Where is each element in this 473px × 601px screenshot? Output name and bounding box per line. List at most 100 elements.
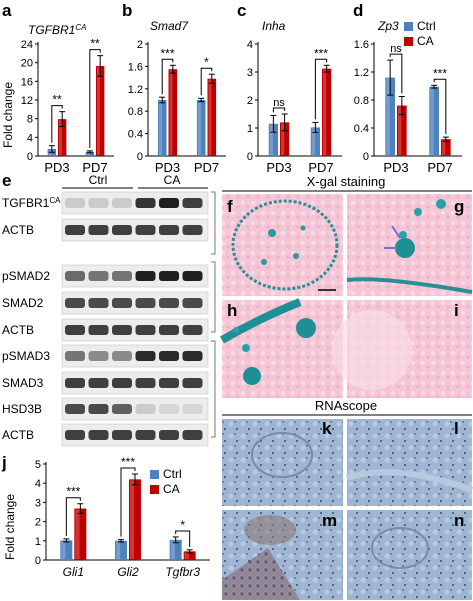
bar-c-ctrl-0 — [268, 123, 278, 156]
blot-label-3: SMAD2 — [2, 296, 44, 310]
blot-band-3-4 — [159, 298, 179, 308]
blot-strip-0 — [61, 191, 209, 215]
blot-band-7-0 — [65, 404, 85, 414]
blot-band-3-5 — [182, 298, 203, 308]
bar-highlight-j-0-2 — [170, 540, 175, 559]
sig-bracket-d-0 — [389, 53, 403, 94]
sig-label-j-0: *** — [66, 485, 80, 499]
rnascope-header: RNAscope — [315, 398, 377, 413]
blot-strip-3 — [61, 291, 209, 315]
panel-a-title: TGFBR1CA — [28, 23, 86, 37]
panel-letter-m: m — [322, 511, 337, 530]
blot-strip-7 — [61, 397, 209, 421]
x-tick-label-b-0: PD3 — [155, 160, 180, 175]
sig-bracket-j-1 — [120, 467, 136, 537]
legend-label-j-0: Ctrl — [163, 467, 182, 481]
sig-label-b-0: *** — [160, 46, 174, 60]
panel-letter-b: b — [122, 1, 132, 20]
blot-band-6-3 — [135, 378, 156, 388]
x-tick-label-j-2: Tgfbr3 — [165, 565, 200, 579]
legend-label-d-0: Ctrl — [417, 19, 436, 33]
blot-bracket-2 — [211, 261, 216, 333]
blot-band-5-3 — [135, 351, 156, 361]
blot-band-4-3 — [135, 325, 156, 335]
blot-strip-6 — [61, 371, 209, 395]
rnascope-image-l — [346, 419, 473, 506]
blot-band-3-0 — [65, 298, 85, 308]
sig-bracket-a-0 — [51, 105, 63, 143]
blot-label-4: ACTB — [2, 323, 34, 337]
blot-strip-5 — [61, 344, 209, 368]
blot-band-0-5 — [182, 198, 203, 208]
blot-band-8-0 — [65, 430, 85, 440]
x-tick-label-b-1: PD7 — [194, 160, 219, 175]
panel-letter-l: l — [454, 419, 459, 438]
panel-j-ylabel: Fold change — [3, 494, 17, 560]
sig-label-b-1: * — [204, 55, 209, 69]
blot-bracket-1 — [211, 191, 216, 255]
blot-band-3-1 — [88, 298, 109, 308]
blot-col-ctrl: Ctrl — [89, 173, 108, 187]
bar-j-ctrl-0 — [60, 540, 73, 560]
panel-a-ylabel: Fold change — [1, 82, 15, 148]
sig-bracket-b-0 — [161, 58, 174, 95]
xgal-header: X-gal staining — [307, 174, 386, 189]
blot-band-4-5 — [182, 325, 203, 335]
y-tick-label-c-2: 2 — [247, 95, 253, 107]
blot-label-6: SMAD3 — [2, 376, 44, 390]
panel-letter-i: i — [454, 301, 459, 320]
y-tick-label-j-5: 5 — [35, 459, 41, 471]
blot-label-7: HSD3B — [2, 402, 42, 416]
blot-band-7-4 — [159, 404, 179, 414]
x-tick-label-c-1: PD7 — [308, 160, 333, 175]
blot-band-6-0 — [65, 378, 85, 388]
xgal-image-h — [219, 298, 343, 398]
sig-bracket-c-1 — [314, 58, 328, 120]
y-tick-label-b-4: 1.6 — [128, 61, 143, 73]
bar-c-ctrl-1 — [310, 127, 320, 156]
bar-highlight-a-1-1 — [97, 66, 100, 155]
sig-label-a-0: ** — [52, 93, 62, 107]
sig-bracket-d-1 — [433, 78, 447, 135]
blot-band-7-1 — [88, 404, 109, 414]
blot-band-1-3 — [135, 225, 156, 235]
blot-band-6-4 — [159, 378, 179, 388]
legend-label-d-1: CA — [417, 34, 434, 48]
panel-letter-k: k — [322, 419, 332, 438]
panel-letter-a: a — [2, 1, 12, 20]
bar-b-ctrl-0 — [157, 100, 167, 156]
blot-band-4-2 — [112, 325, 132, 335]
rnascope-image-k — [222, 419, 343, 506]
x-tick-label-d-1: PD7 — [427, 160, 452, 175]
blot-band-1-5 — [182, 225, 203, 235]
xgal-image-i — [332, 300, 472, 398]
blot-band-6-1 — [88, 378, 109, 388]
y-tick-label-a-4: 16 — [21, 76, 33, 88]
blot-band-8-3 — [135, 430, 156, 440]
blot-band-5-5 — [182, 351, 203, 361]
bar-highlight-d-0-0 — [386, 78, 390, 155]
x-tick-label-j-1: Gli2 — [117, 565, 139, 579]
sig-bracket-a-1 — [89, 49, 101, 148]
y-tick-label-b-3: 1.2 — [128, 84, 143, 96]
legend-swatch-d-0 — [404, 22, 413, 31]
bar-b-ca-1 — [207, 78, 217, 156]
y-tick-label-d-1: 0.4 — [354, 123, 369, 135]
bar-highlight-c-1-1 — [323, 69, 327, 155]
rnascope-image-m — [222, 510, 343, 600]
blot-label-1: ACTB — [2, 223, 34, 237]
panel-letter-c: c — [237, 1, 246, 20]
sig-label-j-2: * — [180, 518, 185, 532]
sig-label-j-1: *** — [121, 455, 135, 469]
sig-bracket-c-0 — [272, 107, 286, 113]
bar-d-ca-1 — [441, 139, 451, 156]
bar-highlight-d-0-1 — [430, 87, 434, 155]
panel-letter-h: h — [227, 301, 237, 320]
y-tick-label-d-2: 0.8 — [354, 95, 369, 107]
bar-d-ctrl-0 — [385, 77, 395, 156]
y-tick-label-j-2: 2 — [35, 517, 41, 529]
bar-highlight-b-1-1 — [208, 79, 212, 155]
y-tick-label-a-1: 4 — [27, 132, 33, 144]
legend-swatch-d-1 — [404, 37, 413, 46]
